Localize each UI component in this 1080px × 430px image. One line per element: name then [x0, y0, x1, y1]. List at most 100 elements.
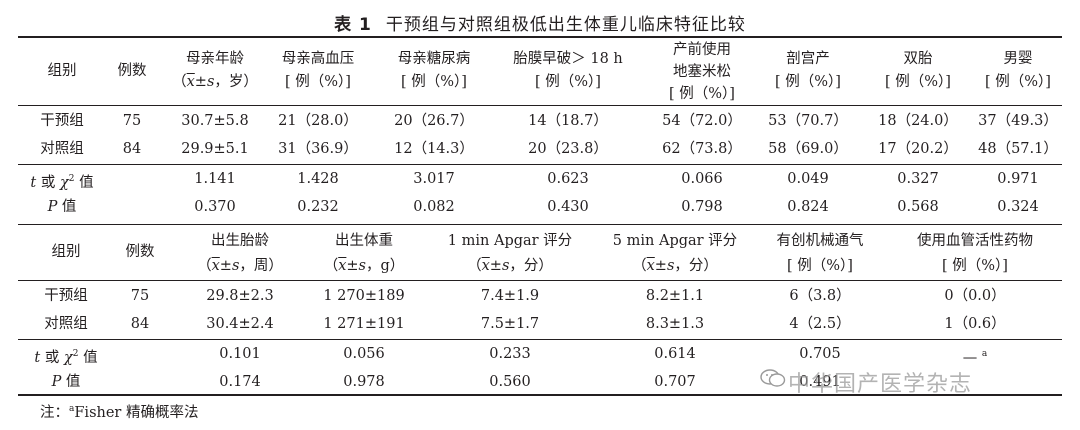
t1-data-cell: 62（73.8）	[662, 141, 742, 157]
t2-header-cell: （x±s，g）	[323, 258, 405, 274]
t1-data-cell: 31（36.9）	[278, 141, 358, 157]
t1-header-cell: [ 例（%）]	[285, 74, 351, 90]
t1-stat-cell: 0.568	[897, 199, 939, 215]
t2-stat-cell: 0.233	[489, 346, 531, 362]
t2-stat-cell: — a	[962, 349, 988, 366]
t1-data-cell: 20（26.7）	[394, 113, 474, 129]
t2-data-cell: 0（0.0）	[944, 288, 1006, 304]
t2-data-cell: 1 270±189	[323, 288, 405, 304]
t2-data-cell: 6（3.8）	[789, 288, 851, 304]
t1-data-cell: 37（49.3）	[978, 113, 1058, 129]
t1-data-cell: 21（28.0）	[278, 113, 358, 129]
t1-stat-cell: 0.082	[413, 199, 455, 215]
t1-header-cell: 母亲高血压	[281, 51, 355, 67]
t2-stat-cell: 0.978	[343, 374, 385, 390]
t1-header-cell: 男婴	[1003, 51, 1033, 67]
t2-data-cell: 1 271±191	[323, 316, 405, 332]
t1-stat-cell: 0.623	[547, 171, 589, 187]
t1-header-cell: 产前使用	[673, 42, 731, 58]
t2-data-cell: 对照组	[44, 316, 88, 332]
t1-data-cell: 30.7±5.8	[181, 113, 249, 129]
t2-header-cell: （x±s，分）	[467, 258, 553, 274]
t1-header-cell: [ 例（%）]	[775, 74, 841, 90]
t1-stat-cell: 1.428	[297, 171, 339, 187]
t1-header-cell: [ 例（%）]	[669, 86, 735, 102]
t2-data-cell: 30.4±2.4	[206, 316, 274, 332]
t1-stat-cell: 0.066	[681, 171, 723, 187]
t2-data-cell: 84	[130, 316, 150, 332]
header-rule	[18, 105, 1062, 106]
t1-data-cell: 干预组	[40, 113, 84, 129]
t2-data-cell: 7.4±1.9	[480, 288, 540, 304]
t2-header-cell: 例数	[125, 244, 155, 260]
t2-data-cell: 8.2±1.1	[645, 288, 705, 304]
t2-data-cell: 8.3±1.3	[645, 316, 705, 332]
t1-data-cell: 75	[122, 113, 142, 129]
t2-header-cell: 有创机械通气	[776, 233, 864, 249]
t2-data-cell: 7.5±1.7	[480, 316, 540, 332]
t1-stat-cell: 0.232	[297, 199, 339, 215]
t1-stat-cell: 0.798	[681, 199, 723, 215]
t2-header-cell: 1 min Apgar 评分	[447, 233, 573, 249]
t1-header-cell: 例数	[117, 63, 147, 79]
t2-stat-cell: t 或 χ2 值	[34, 349, 98, 366]
t1-stat-cell: 1.141	[194, 171, 236, 187]
t2-header-cell: （x±s，周）	[197, 258, 283, 274]
table-title: 表 1 干预组与对照组极低出生体重儿临床特征比较	[0, 10, 1080, 35]
t1-stat-cell: 0.049	[787, 171, 829, 187]
t1-data-cell: 18（24.0）	[878, 113, 958, 129]
t1-header-cell: 胎膜早破＞ 18 h	[513, 51, 623, 67]
t1-header-cell: 双胎	[903, 51, 933, 67]
t2-data-cell: 4（2.5）	[789, 316, 851, 332]
footnote: 注：aFisher 精确概率法	[40, 404, 199, 421]
t2-data-cell: 1（0.6）	[944, 316, 1006, 332]
t1-data-cell: 17（20.2）	[878, 141, 958, 157]
t1-data-cell: 58（69.0）	[768, 141, 848, 157]
table-caption: 干预组与对照组极低出生体重儿临床特征比较	[385, 15, 746, 35]
t1-stat-cell: t 或 χ2 值	[30, 174, 94, 191]
t1-data-cell: 20（23.8）	[528, 141, 608, 157]
t2-data-cell: 75	[130, 288, 150, 304]
t1-stat-cell: 3.017	[413, 171, 455, 187]
t1-stat-cell: 0.324	[997, 199, 1039, 215]
t1-data-cell: 12（14.3）	[394, 141, 474, 157]
header-rule-2	[18, 280, 1062, 281]
t2-header-cell: 出生胎龄	[211, 233, 269, 249]
t2-stat-cell: 0.056	[343, 346, 385, 362]
section-rule	[18, 224, 1062, 225]
t1-header-cell: （x±s，岁）	[172, 74, 258, 90]
t1-header-cell: [ 例（%）]	[885, 74, 951, 90]
t1-stat-cell: 0.971	[997, 171, 1039, 187]
stats-rule	[18, 164, 1062, 165]
wechat-icon	[760, 369, 786, 387]
t2-stat-cell: 0.705	[799, 346, 841, 362]
watermark-text: 中华国产医学杂志	[788, 372, 973, 397]
t2-header-cell: 5 min Apgar 评分	[612, 233, 738, 249]
t1-header-cell: [ 例（%）]	[985, 74, 1051, 90]
t2-stat-cell: 0.491	[799, 374, 841, 390]
t2-header-cell: 使用血管活性药物	[917, 233, 1033, 249]
t2-stat-cell: P 值	[51, 374, 81, 390]
t1-data-cell: 53（70.7）	[768, 113, 848, 129]
top-rule	[18, 36, 1062, 38]
t1-header-cell: 剖宫产	[786, 51, 830, 67]
t1-header-cell: 地塞米松	[673, 64, 731, 80]
t2-data-cell: 干预组	[44, 288, 88, 304]
t1-stat-cell: 0.824	[787, 199, 829, 215]
t1-data-cell: 54（72.0）	[662, 113, 742, 129]
t2-data-cell: 29.8±2.3	[206, 288, 274, 304]
t2-header-cell: [ 例（%）]	[787, 258, 853, 274]
t2-stat-cell: 0.101	[219, 346, 261, 362]
t1-data-cell: 14（18.7）	[528, 113, 608, 129]
t1-header-cell: 组别	[47, 63, 77, 79]
t1-header-cell: 母亲年龄	[186, 51, 244, 67]
t2-header-cell: （x±s，分）	[632, 258, 718, 274]
t1-data-cell: 29.9±5.1	[181, 141, 249, 157]
t1-data-cell: 84	[122, 141, 142, 157]
t1-header-cell: [ 例（%）]	[401, 74, 467, 90]
t1-stat-cell: 0.370	[194, 199, 236, 215]
t1-header-cell: 母亲糖尿病	[397, 51, 471, 67]
t2-header-cell: 出生体重	[335, 233, 393, 249]
t2-header-cell: [ 例（%）]	[942, 258, 1008, 274]
t1-stat-cell: 0.430	[547, 199, 589, 215]
